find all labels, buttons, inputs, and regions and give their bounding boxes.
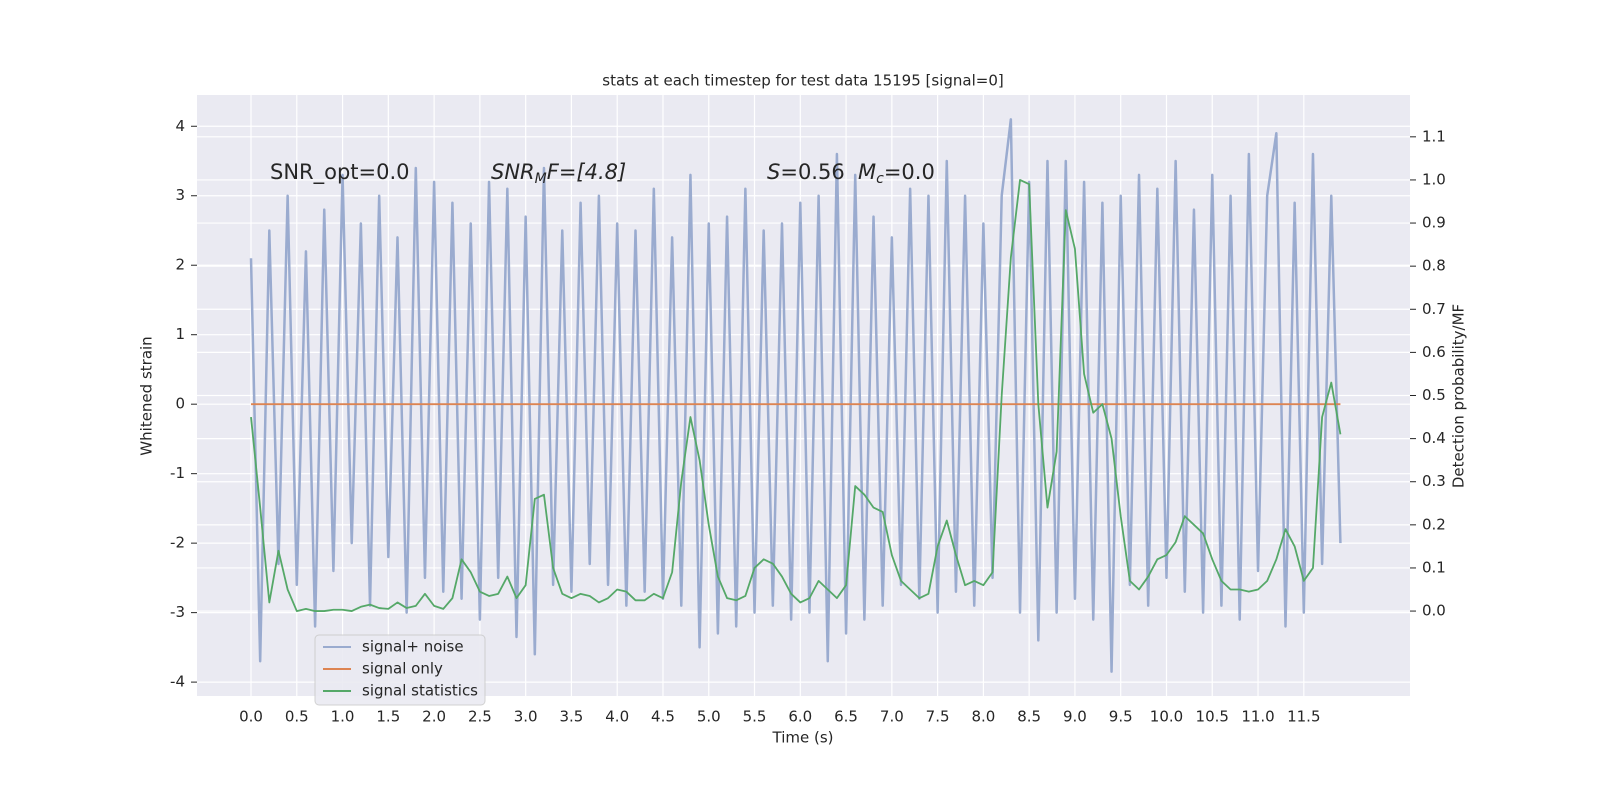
y-tick-label: 4 [175, 117, 185, 135]
x-tick-label: 2.5 [468, 708, 492, 726]
annotation-part: SNR_opt=0.0 [270, 160, 410, 185]
x-tick-label: 0.5 [285, 708, 309, 726]
annotation-part: M [858, 160, 876, 184]
x-tick-label: 8.0 [971, 708, 995, 726]
chart-title: stats at each timestep for test data 151… [602, 72, 1003, 90]
y2-tick-label: 0.6 [1422, 343, 1446, 361]
x-tick-label: 11.0 [1241, 708, 1274, 726]
y-tick-label: -2 [170, 534, 185, 552]
annotation-part: SNR [491, 160, 535, 184]
annotation-part: =0.56 [780, 160, 844, 184]
x-tick-label: 5.0 [697, 708, 721, 726]
x-tick-label: 4.0 [605, 708, 629, 726]
x-axis-label: Time (s) [772, 729, 834, 747]
x-tick-label: 1.0 [331, 708, 355, 726]
annotation-part: S [767, 160, 780, 184]
y2-tick-label: 0.4 [1422, 429, 1446, 447]
y-tick-label: -3 [170, 603, 185, 621]
legend-label: signal only [362, 660, 443, 678]
legend-label: signal+ noise [362, 638, 464, 656]
y2-tick-label: 0.7 [1422, 300, 1446, 318]
x-tick-label: 6.0 [788, 708, 812, 726]
x-tick-label: 8.5 [1017, 708, 1041, 726]
legend-box [314, 634, 486, 706]
annotation: SNRMF=[4.8] [491, 160, 626, 187]
x-tick-label: 6.5 [834, 708, 858, 726]
x-tick-label: 9.0 [1063, 708, 1087, 726]
x-tick-label: 3.0 [514, 708, 538, 726]
annotation-part: c [876, 171, 884, 187]
y2-tick-label: 1.1 [1422, 127, 1446, 145]
x-tick-label: 4.5 [651, 708, 675, 726]
x-tick-label: 9.5 [1109, 708, 1133, 726]
y2-tick-label: 0.0 [1422, 602, 1446, 620]
y-tick-label: 3 [175, 186, 185, 204]
series-line [249, 118, 1342, 673]
x-tick-label: 1.5 [376, 708, 400, 726]
y-tick-label: 0 [175, 395, 185, 413]
x-tick-label: 2.0 [422, 708, 446, 726]
legend-label: signal statistics [362, 682, 478, 700]
y2-tick-label: 0.1 [1422, 558, 1446, 576]
y-tick-label: 1 [175, 325, 185, 343]
y-tick-label: -1 [170, 464, 185, 482]
y2-tick-label: 0.8 [1422, 257, 1446, 275]
y2-tick-label: 0.5 [1422, 386, 1446, 404]
annotation: S=0.56 Mc=0.0 [767, 160, 935, 187]
annotation-part: =0.0 [884, 160, 935, 184]
x-tick-label: 3.5 [559, 708, 583, 726]
y2-tick-label: 1.0 [1422, 170, 1446, 188]
annotation-part: F=[4.8] [547, 160, 626, 184]
x-tick-label: 10.5 [1196, 708, 1229, 726]
y-tick-label: 2 [175, 256, 185, 274]
series-line [250, 179, 1342, 612]
annotation: SNR_opt=0.0 [270, 160, 410, 185]
annotation-part: M [535, 171, 547, 187]
y2-tick-label: 0.3 [1422, 472, 1446, 490]
x-tick-label: 7.0 [880, 708, 904, 726]
y-axis-label: Whitened strain [138, 336, 156, 455]
x-tick-label: 5.5 [743, 708, 767, 726]
x-tick-label: 0.0 [239, 708, 263, 726]
y2-axis-label: Detection probability/MF [1450, 304, 1468, 488]
y-tick-label: -4 [170, 673, 185, 691]
x-tick-label: 11.5 [1287, 708, 1320, 726]
x-tick-label: 10.0 [1150, 708, 1183, 726]
y2-tick-label: 0.9 [1422, 214, 1446, 232]
x-tick-label: 7.5 [926, 708, 950, 726]
y2-tick-label: 0.2 [1422, 515, 1446, 533]
